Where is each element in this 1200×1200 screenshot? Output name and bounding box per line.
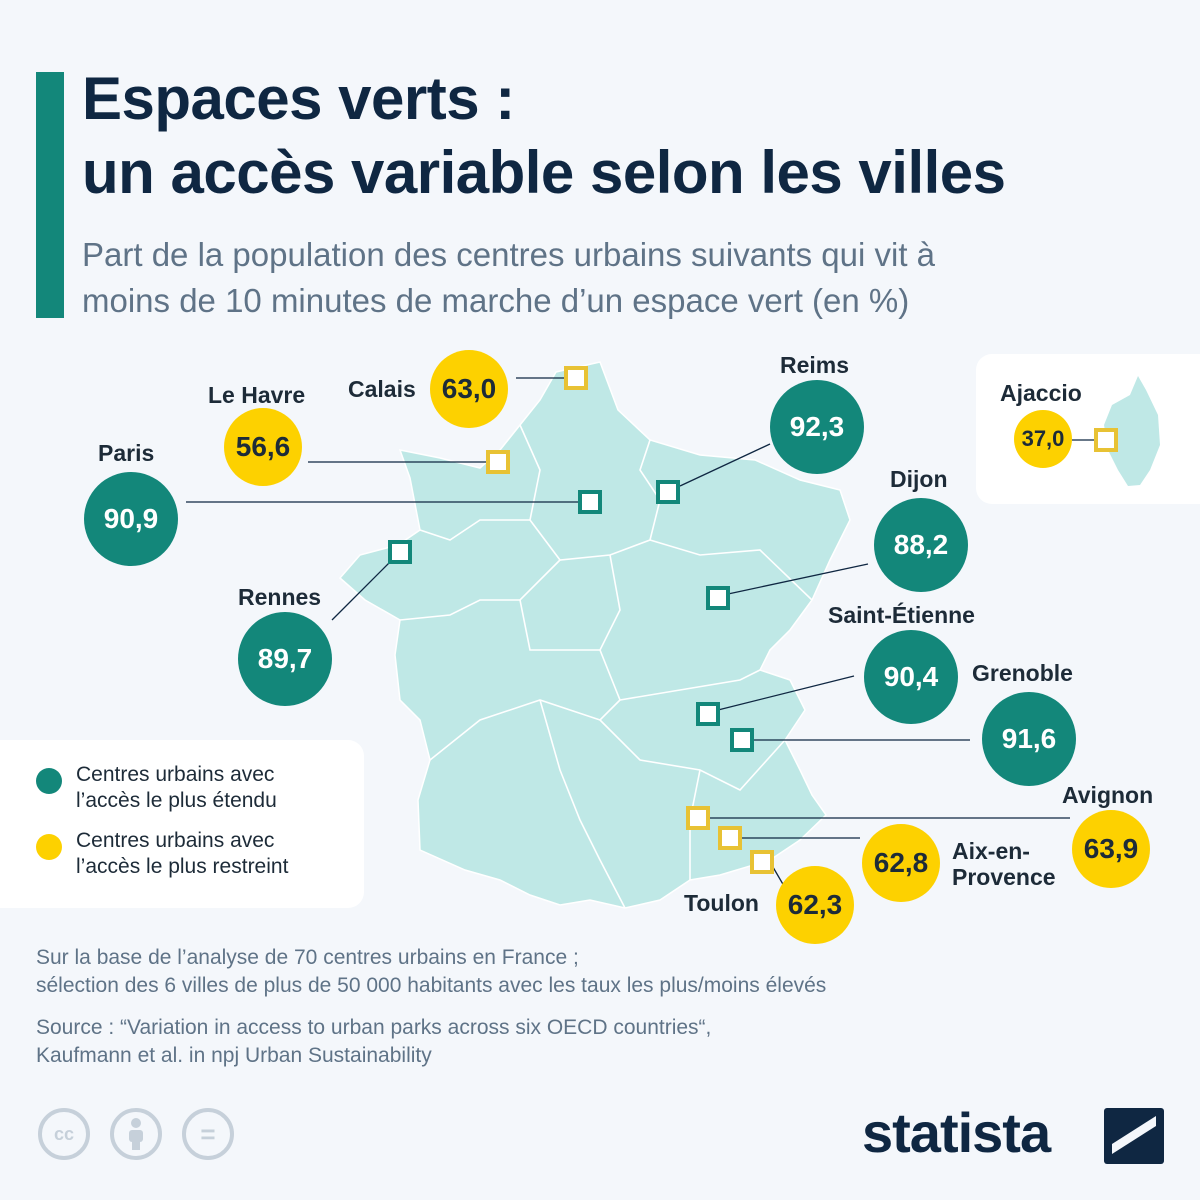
source-line-1: Source : “Variation in access to urban p… bbox=[36, 1016, 712, 1039]
corsica bbox=[1104, 376, 1160, 486]
source-note: Source : “Variation in access to urban p… bbox=[36, 1014, 711, 1070]
corsica-inset-panel bbox=[976, 354, 1200, 504]
region-border bbox=[539, 699, 626, 909]
legend-low-line-1: Centres urbains avec bbox=[76, 829, 275, 852]
subtitle-line-1: Part de la population des centres urbain… bbox=[82, 236, 936, 273]
legend-high-line-1: Centres urbains avec bbox=[76, 763, 275, 786]
methodology-note: Sur la base de l’analyse de 70 centres u… bbox=[36, 944, 826, 1000]
leader-lines bbox=[186, 377, 1094, 887]
city-markers bbox=[388, 366, 1118, 874]
value-bubble-ajaccio: 37,0 bbox=[1014, 410, 1072, 468]
city-label-le-havre: Le Havre bbox=[208, 382, 306, 408]
region-border bbox=[519, 599, 600, 651]
legend-low-line-2: l’accès le plus restreint bbox=[76, 855, 289, 878]
value-bubble-saint-etienne: 90,4 bbox=[864, 630, 958, 724]
region-borders bbox=[399, 424, 813, 909]
city-label-toulon: Toulon bbox=[684, 890, 759, 916]
no-derivatives-icon[interactable]: = bbox=[182, 1108, 234, 1160]
marker-ajaccio bbox=[1094, 428, 1118, 452]
city-label-paris: Paris bbox=[98, 440, 155, 466]
marker-paris bbox=[578, 490, 602, 514]
city-label-aix-line-2: Provence bbox=[952, 864, 1056, 890]
city-label-ajaccio: Ajaccio bbox=[1000, 380, 1082, 406]
leader-line-saint-etienne bbox=[717, 675, 855, 711]
source-line-2: Kaufmann et al. in npj Urban Sustainabil… bbox=[36, 1044, 432, 1067]
legend-panel bbox=[0, 740, 364, 908]
legend-high-line-2: l’accès le plus étendu bbox=[76, 789, 277, 812]
marker-saint-etienne bbox=[696, 702, 720, 726]
legend-item-high: Centres urbains avec l’accès le plus éte… bbox=[0, 762, 356, 814]
value-bubble-le-havre: 56,6 bbox=[224, 408, 302, 486]
marker-grenoble bbox=[730, 728, 754, 752]
city-label-calais: Calais bbox=[348, 376, 416, 402]
legend-text-high: Centres urbains avec l’accès le plus éte… bbox=[76, 762, 356, 814]
note-line-2: sélection des 6 villes de plus de 50 000… bbox=[36, 974, 827, 997]
city-label-rennes: Rennes bbox=[238, 584, 322, 610]
region-border bbox=[649, 539, 813, 601]
city-label-dijon: Dijon bbox=[890, 466, 948, 492]
note-line-1: Sur la base de l’analyse de 70 centres u… bbox=[36, 946, 579, 969]
city-label-grenoble: Grenoble bbox=[972, 660, 1073, 686]
subtitle-line-2: moins de 10 minutes de marche d’un espac… bbox=[82, 282, 910, 319]
value-bubble-avignon: 63,9 bbox=[1072, 810, 1150, 888]
title-line-1: Espaces verts : bbox=[82, 65, 515, 132]
page-subtitle: Part de la population des centres urbain… bbox=[82, 232, 1182, 324]
marker-dijon bbox=[706, 586, 730, 610]
cc-icon[interactable]: cc bbox=[38, 1108, 90, 1160]
marker-toulon bbox=[750, 850, 774, 874]
city-label-aix-en-provence: Aix-en- Provence bbox=[952, 838, 1056, 890]
value-bubble-reims: 92,3 bbox=[770, 380, 864, 474]
region-border bbox=[419, 519, 530, 541]
statista-logo-icon[interactable] bbox=[1104, 1108, 1164, 1164]
france-land bbox=[338, 361, 1160, 909]
page-title: Espaces verts : un accès variable selon … bbox=[82, 62, 1006, 210]
marker-le-havre bbox=[486, 450, 510, 474]
person-icon bbox=[129, 1118, 143, 1150]
city-label-avignon: Avignon bbox=[1062, 782, 1154, 808]
leader-line-reims bbox=[679, 443, 771, 487]
leader-line-dijon bbox=[727, 563, 869, 595]
marker-reims bbox=[656, 480, 680, 504]
attribution-icon[interactable] bbox=[110, 1108, 162, 1160]
region-border bbox=[399, 559, 561, 621]
statista-wordmark[interactable]: statista bbox=[862, 1101, 1051, 1164]
value-bubble-toulon: 62,3 bbox=[776, 866, 854, 944]
title-line-2: un accès variable selon les villes bbox=[82, 139, 1006, 206]
leader-line-rennes bbox=[331, 559, 393, 621]
value-bubble-rennes: 89,7 bbox=[238, 612, 332, 706]
legend-text-low: Centres urbains avec l’accès le plus res… bbox=[76, 828, 356, 880]
city-label-saint-etienne: Saint-Étienne bbox=[828, 602, 975, 628]
title-accent-bar bbox=[36, 72, 64, 318]
city-label-reims: Reims bbox=[780, 352, 850, 378]
value-bubble-dijon: 88,2 bbox=[874, 498, 968, 592]
marker-calais bbox=[564, 366, 588, 390]
marker-rennes bbox=[388, 540, 412, 564]
value-bubble-paris: 90,9 bbox=[84, 472, 178, 566]
value-bubble-calais: 63,0 bbox=[430, 350, 508, 428]
value-bubble-grenoble: 91,6 bbox=[982, 692, 1076, 786]
city-label-aix-line-1: Aix-en- bbox=[952, 838, 1030, 864]
legend-dot-high bbox=[36, 768, 62, 794]
marker-aix bbox=[718, 826, 742, 850]
legend-dot-low bbox=[36, 834, 62, 860]
value-bubble-aix-en-provence: 62,8 bbox=[862, 824, 940, 902]
legend-item-low: Centres urbains avec l’accès le plus res… bbox=[0, 828, 356, 880]
marker-avignon bbox=[686, 806, 710, 830]
